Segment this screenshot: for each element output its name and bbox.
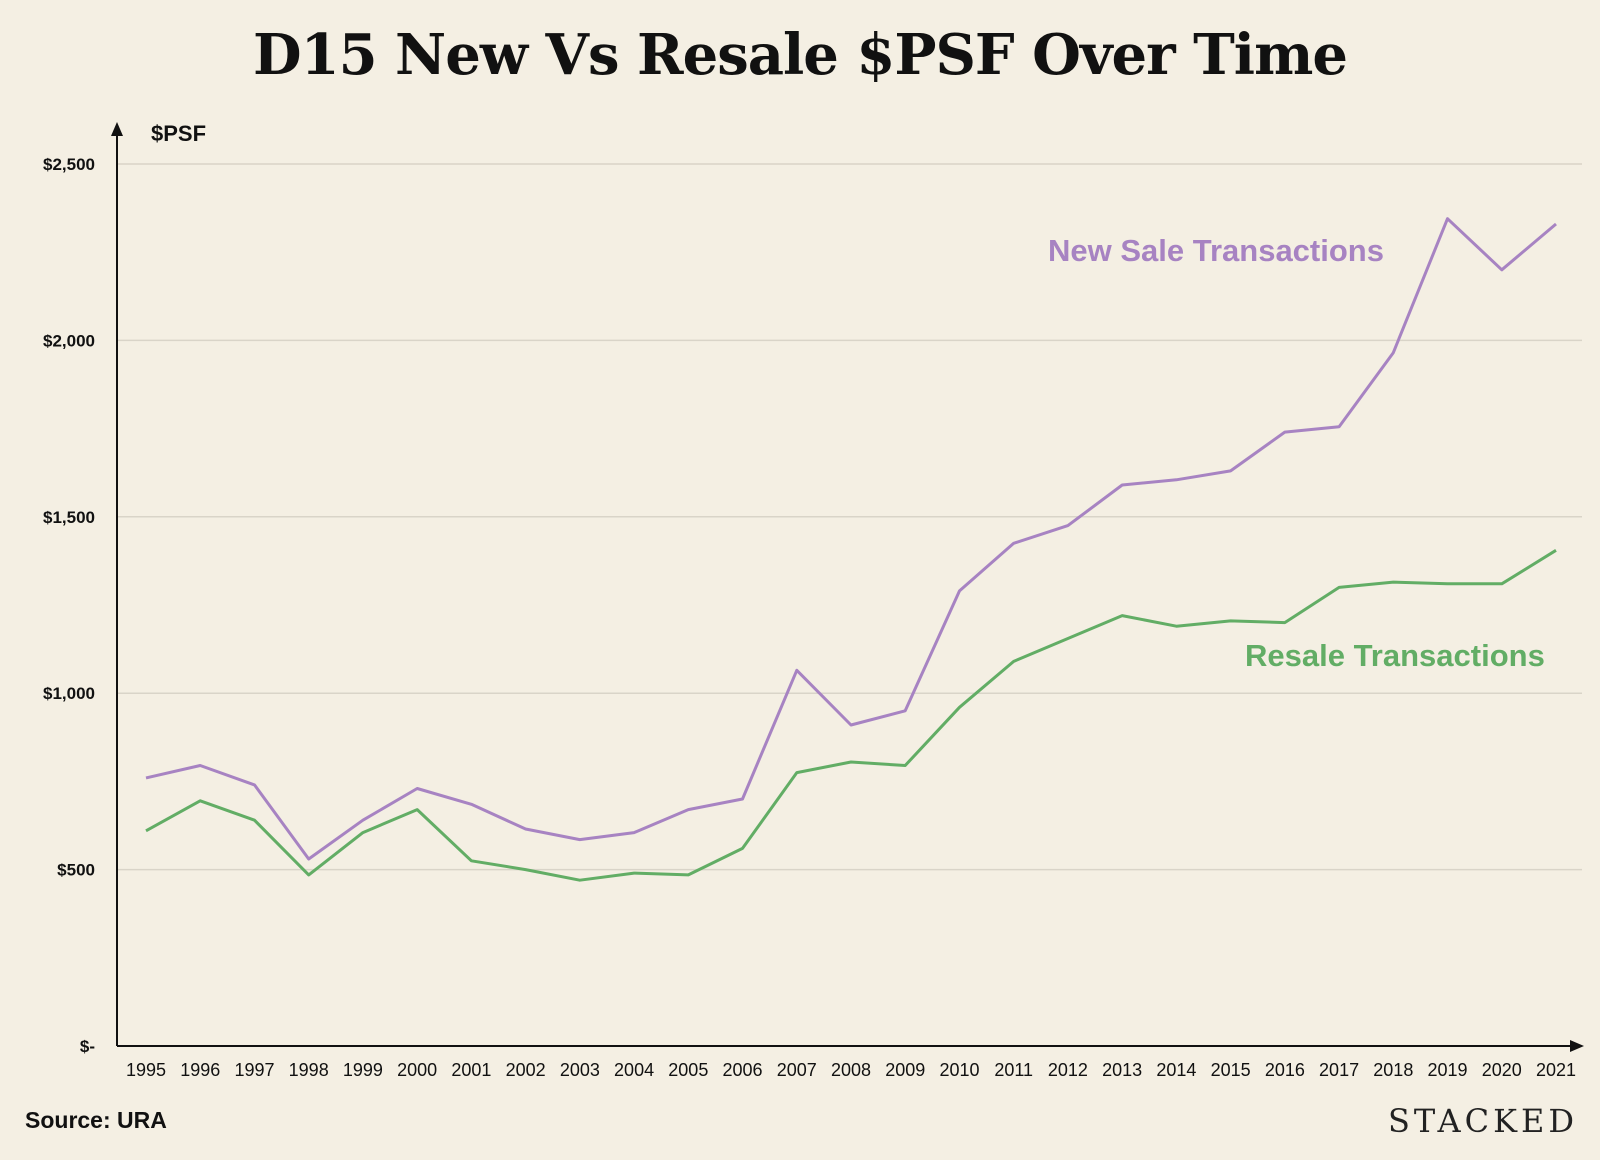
y-axis-label: $PSF [151, 121, 206, 146]
x-tick-label: 2020 [1482, 1060, 1522, 1080]
y-tick-label: $2,000 [43, 331, 95, 350]
series-label-resale: Resale Transactions [1245, 638, 1545, 673]
series-group [145, 217, 1557, 882]
x-tick-label: 2004 [614, 1060, 654, 1080]
x-tick-label: 2001 [451, 1060, 491, 1080]
x-tick-label: 2014 [1156, 1060, 1196, 1080]
x-tick-label: 1997 [234, 1060, 274, 1080]
x-tick-label: 2010 [939, 1060, 979, 1080]
grid-lines [117, 163, 1582, 871]
series-label-new-sale: New Sale Transactions [1048, 233, 1384, 268]
x-tick-label: 2019 [1428, 1060, 1468, 1080]
series-line-resale [145, 549, 1557, 882]
y-tick-label: $2,500 [43, 155, 95, 174]
x-tick-label: 2016 [1265, 1060, 1305, 1080]
y-tick-label: $1,500 [43, 508, 95, 527]
y-axis-arrow [111, 122, 123, 136]
x-tick-label: 2008 [831, 1060, 871, 1080]
x-tick-label: 2002 [506, 1060, 546, 1080]
x-tick-label: 1995 [126, 1060, 166, 1080]
y-axis-ticks: $- $500 $1,000 $1,500 $2,000 $2,500 [43, 155, 95, 1056]
x-tick-label: 2011 [994, 1060, 1033, 1080]
x-tick-label: 1996 [180, 1060, 220, 1080]
x-tick-label: 2017 [1319, 1060, 1359, 1080]
x-tick-label: 2005 [668, 1060, 708, 1080]
y-tick-label: $500 [57, 861, 95, 880]
x-tick-label: 2012 [1048, 1060, 1088, 1080]
x-tick-label: 2000 [397, 1060, 437, 1080]
x-tick-label: 2018 [1373, 1060, 1413, 1080]
x-tick-label: 2007 [777, 1060, 817, 1080]
x-tick-label: 2006 [723, 1060, 763, 1080]
series-line-new-sale [145, 217, 1557, 861]
source-note: Source: URA [25, 1107, 167, 1133]
brand-logo: STACKED [1387, 1102, 1578, 1140]
x-axis-ticks: 1995 1996 1997 1998 1999 2000 2001 2002 2003 2004… [126, 1060, 1576, 1080]
chart-title: D15 New Vs Resale $PSF Over Time [253, 22, 1348, 88]
x-tick-label: 2013 [1102, 1060, 1142, 1080]
y-tick-label: $- [80, 1037, 95, 1056]
x-tick-label: 2015 [1211, 1060, 1251, 1080]
x-tick-label: 1998 [289, 1060, 329, 1080]
x-tick-label: 2021 [1536, 1060, 1576, 1080]
x-axis-arrow [1570, 1040, 1584, 1052]
y-tick-label: $1,000 [43, 684, 95, 703]
x-tick-label: 1999 [343, 1060, 383, 1080]
x-tick-label: 2003 [560, 1060, 600, 1080]
x-tick-label: 2009 [885, 1060, 925, 1080]
